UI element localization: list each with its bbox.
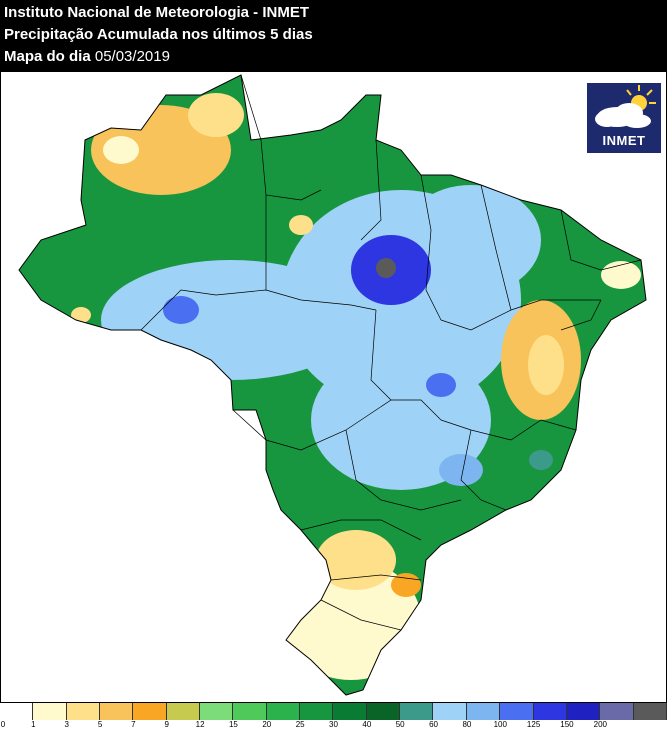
inmet-logo: INMET bbox=[586, 82, 662, 154]
institute-title: Instituto Nacional de Meteorologia - INM… bbox=[4, 4, 310, 21]
amazon-dry-spot bbox=[289, 215, 313, 235]
north-driest-zone bbox=[188, 93, 244, 137]
east-driest-zone bbox=[528, 335, 564, 395]
west-rain-cell bbox=[163, 296, 199, 324]
legend-labels: 0 1 3 5 7 9 12 15 20 25 30 40 50 60 80 100 125 150 200 bbox=[0, 720, 667, 731]
legend-label: 15 bbox=[228, 720, 238, 729]
legend-label: 1 bbox=[31, 720, 36, 729]
legend-label: 150 bbox=[560, 720, 574, 729]
legend-swatch bbox=[200, 703, 234, 720]
legend-swatch bbox=[466, 703, 501, 720]
map-header: Instituto Nacional de Meteorologia - INM… bbox=[0, 0, 667, 72]
legend-swatch bbox=[233, 703, 267, 720]
legend-swatch bbox=[433, 703, 467, 720]
legend-swatch bbox=[633, 703, 667, 720]
legend-swatch bbox=[600, 703, 634, 720]
legend-label: 100 bbox=[493, 720, 507, 729]
legend-label: 125 bbox=[526, 720, 541, 729]
precipitation-legend: 0 1 3 5 7 9 12 15 20 25 30 40 50 60 80 100 125 150 200 bbox=[0, 702, 667, 730]
south-dry-band bbox=[316, 530, 396, 590]
acre-dry-spot bbox=[71, 307, 91, 323]
legend-swatch bbox=[166, 703, 201, 720]
legend-swatch bbox=[400, 703, 434, 720]
legend-swatch bbox=[66, 703, 101, 720]
legend-label: 60 bbox=[429, 720, 438, 729]
legend-swatch bbox=[333, 703, 367, 720]
state-borders bbox=[140, 74, 642, 631]
map-date-prefix: Mapa do dia bbox=[4, 48, 91, 65]
map-date: 05/03/2019 bbox=[94, 48, 170, 65]
legend-swatch bbox=[33, 703, 67, 720]
legend-label: 20 bbox=[262, 720, 272, 729]
central-rain-cell bbox=[426, 373, 456, 397]
legend-label: 9 bbox=[164, 720, 169, 729]
northeast-blue-zone bbox=[401, 185, 541, 295]
legend-label: 30 bbox=[329, 720, 338, 729]
legend-swatch bbox=[500, 703, 534, 720]
rio-rain-spot bbox=[529, 450, 553, 470]
legend-label: 50 bbox=[395, 720, 405, 729]
legend-label: 25 bbox=[295, 720, 305, 729]
precipitation-map bbox=[0, 72, 667, 702]
legend-label: 12 bbox=[195, 720, 205, 729]
legend-swatch bbox=[366, 703, 401, 720]
legend-swatch bbox=[266, 703, 301, 720]
brazil-precipitation-svg bbox=[18, 74, 647, 696]
legend-label: 40 bbox=[362, 720, 372, 729]
sun-cloud-icon bbox=[595, 85, 656, 128]
legend-swatch bbox=[300, 703, 334, 720]
legend-label: 0 bbox=[0, 720, 6, 729]
legend-swatch bbox=[566, 703, 601, 720]
southeast-rain-cell bbox=[439, 454, 483, 486]
legend-label: 5 bbox=[97, 720, 103, 729]
precipitation-field bbox=[19, 75, 646, 695]
map-subtitle: Precipitação Acumulada nos últimos 5 dia… bbox=[4, 26, 313, 43]
legend-swatch bbox=[100, 703, 134, 720]
legend-label: 200 bbox=[593, 720, 607, 729]
north-very-dry-spot bbox=[103, 136, 139, 164]
legend-swatch bbox=[0, 703, 34, 720]
max-rain-core bbox=[376, 258, 396, 278]
legend-swatch bbox=[133, 703, 167, 720]
legend-label: 80 bbox=[462, 720, 472, 729]
brazil-outline bbox=[18, 74, 647, 696]
legend-swatches bbox=[0, 703, 667, 720]
legend-label: 3 bbox=[64, 720, 69, 729]
northeast-dry-spot bbox=[601, 261, 641, 289]
legend-swatch bbox=[533, 703, 567, 720]
map-date-line: Mapa do dia 05/03/2019 bbox=[4, 46, 663, 68]
logo-text: INMET bbox=[602, 133, 646, 148]
legend-label: 7 bbox=[131, 720, 136, 729]
